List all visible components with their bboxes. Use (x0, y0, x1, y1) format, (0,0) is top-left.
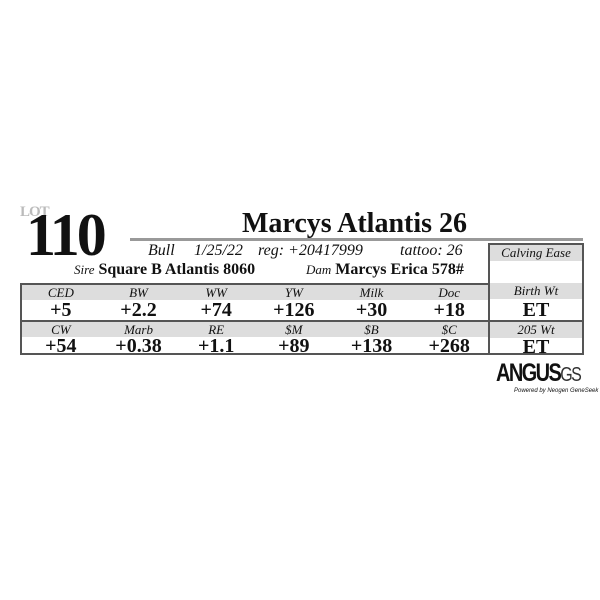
epd-header: $B (364, 322, 379, 337)
epd-value-row-1: +5 +2.2 +74 +126 +30 +18 (22, 299, 488, 321)
epd-header: RE (208, 322, 225, 337)
epd-header: $C (441, 322, 457, 337)
epd-value: +5 (50, 299, 72, 321)
lot-label: LOT (20, 204, 50, 220)
animal-name: Marcys Atlantis 26 (242, 208, 468, 239)
dam-name: Marcys Erica 578# (335, 261, 464, 278)
epd-header: Doc (438, 285, 461, 300)
title-rule (130, 238, 583, 241)
birth-wt-value: ET (522, 299, 550, 321)
epd-header: CED (47, 285, 74, 300)
row-divider (22, 320, 488, 322)
epd-header: BW (129, 285, 148, 300)
epd-header: CW (51, 322, 71, 337)
sex: Bull (148, 242, 175, 259)
epd-header-row-1: CED BW WW YW Milk Doc (22, 285, 488, 300)
epd-header: Marb (124, 322, 153, 337)
lot-number: 110 (26, 202, 107, 268)
tattoo: tattoo: 26 (400, 242, 463, 259)
epd-header: WW (205, 285, 228, 300)
angus-gs-logo: ANGUSGS Powered by Neogen GeneSeek (496, 359, 599, 394)
logo-brand: ANGUSGS (496, 359, 582, 387)
epd-value: +268 (428, 335, 470, 357)
epd-value: +1.1 (197, 335, 235, 357)
sire-label: Sire (74, 262, 95, 277)
dam: Dam Marcys Erica 578# (306, 261, 464, 279)
epd-value: +89 (278, 335, 310, 357)
wt205-label: 205 Wt (490, 320, 582, 338)
epd-value: +74 (200, 299, 232, 321)
epd-header: Milk (359, 285, 384, 300)
epd-value: +0.38 (115, 335, 162, 357)
epd-value-row-2: +54 +0.38 +1.1 +89 +138 +268 (22, 335, 488, 357)
wt205-value: ET (522, 336, 550, 358)
weights-box: Calving Ease Birth Wt ET 205 Wt ET (488, 243, 584, 358)
epd-value: +2.2 (120, 299, 157, 321)
logo-tagline: Powered by Neogen GeneSeek (514, 388, 599, 394)
epd-value: +126 (273, 299, 315, 321)
birth-wt-label: Birth Wt (490, 283, 582, 299)
epd-value: +54 (45, 335, 77, 357)
calving-ease-label: Calving Ease (490, 245, 582, 261)
dam-label: Dam (306, 262, 332, 277)
epd-header-row-2: CW Marb RE $M $B $C (22, 322, 488, 337)
epd-header: $M (285, 322, 303, 337)
epd-value: +18 (433, 299, 465, 321)
epd-header: YW (284, 285, 303, 300)
epd-table: CED BW WW YW Milk Doc +5 +2.2 +74 +126 +… (20, 283, 490, 357)
sire-name: Square B Atlantis 8060 (98, 261, 256, 278)
registration: reg: +20417999 (258, 242, 363, 259)
epd-value: +30 (355, 299, 388, 321)
sire: Sire Square B Atlantis 8060 (74, 261, 255, 279)
birth-date: 1/25/22 (194, 242, 243, 259)
epd-value: +138 (350, 335, 393, 357)
